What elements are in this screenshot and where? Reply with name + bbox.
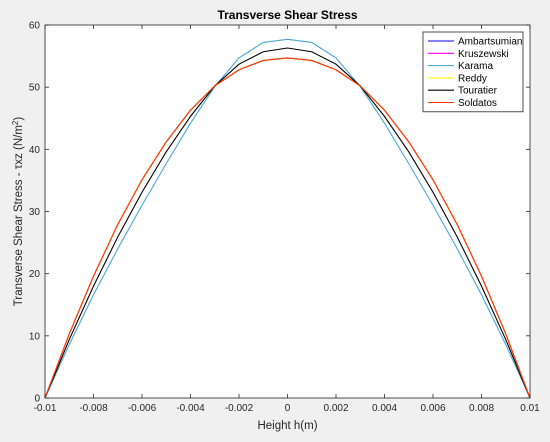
y-axis-label-tail: ) (13, 117, 25, 121)
legend-label-reddy: Reddy (458, 73, 487, 84)
legend-label-karama: Karama (458, 61, 493, 72)
x-tick-label: -0.008 (79, 403, 108, 414)
x-tick-label: -0.01 (34, 403, 57, 414)
y-tick-label: 60 (29, 21, 41, 32)
y-axis-label: Transverse Shear Stress - τxz (N/m2) (11, 117, 26, 307)
legend-box (422, 31, 524, 113)
y-tick-labels: 0 10 20 30 40 50 60 (29, 21, 41, 405)
x-tick-label: 0.002 (323, 403, 348, 414)
legend-label-kruszewski: Kruszewski (458, 49, 509, 60)
y-axis-label-superscript: 2 (11, 120, 20, 125)
y-tick-label: 10 (29, 331, 41, 342)
series-group (44, 38, 531, 399)
y-tick-label: 40 (29, 145, 41, 156)
x-tick-label: -0.004 (176, 403, 205, 414)
legend-label-ambartsumian: Ambartsumian (458, 37, 522, 48)
series-line-touratier (44, 47, 531, 399)
chart-title: Transverse Shear Stress (217, 8, 357, 22)
x-tick-label: -0.006 (128, 403, 157, 414)
x-tick-label: 0.01 (520, 403, 540, 414)
x-tick-label: 0 (285, 403, 291, 414)
axes-box (44, 24, 531, 399)
series-line-karama (44, 38, 531, 399)
series-line-soldatos (44, 57, 531, 399)
legend-label-touratier: Touratier (458, 86, 498, 97)
y-tick-label: 30 (29, 207, 41, 218)
y-tick-label: 50 (29, 83, 41, 94)
y-axis-label-main: Transverse Shear Stress - τxz (N/m (13, 125, 25, 306)
x-tick-label: -0.002 (225, 403, 254, 414)
x-tick-label: 0.006 (420, 403, 445, 414)
x-tick-label: 0.004 (372, 403, 397, 414)
x-tick-label: 0.008 (469, 403, 494, 414)
y-tick-label: 20 (29, 269, 41, 280)
y-tick-label: 0 (34, 394, 40, 405)
x-tick-labels: -0.01 -0.008 -0.006 -0.004 -0.002 0 0.002 0.004… (34, 403, 541, 414)
legend-label-soldatos: Soldatos (458, 98, 497, 109)
x-axis-label: Height h(m) (257, 420, 317, 432)
